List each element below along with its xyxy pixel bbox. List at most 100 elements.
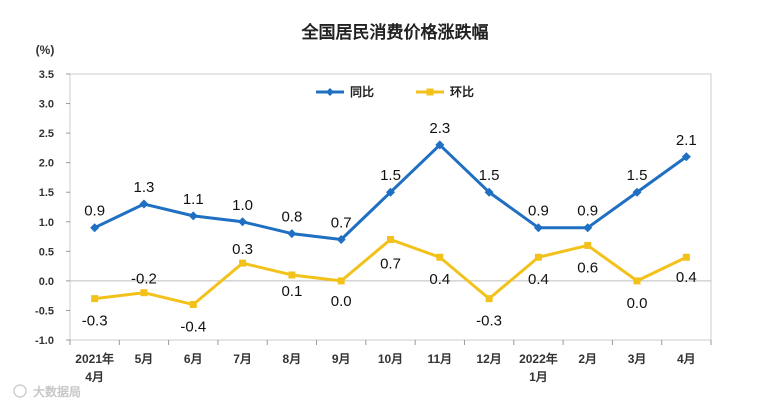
data-label-yoy: 0.9 [577, 203, 598, 220]
y-tick-label: 2.5 [39, 128, 54, 140]
data-point-yoy [681, 152, 691, 162]
data-point-mom [436, 253, 444, 261]
data-point-mom [337, 277, 345, 285]
data-label-mom: 0.0 [627, 295, 648, 312]
data-label-yoy: 2.1 [676, 132, 697, 149]
data-point-yoy [484, 187, 494, 197]
data-label-yoy: 1.5 [479, 167, 500, 184]
data-point-mom [633, 277, 641, 285]
legend-label: 同比 [350, 84, 374, 99]
y-tick-label: 1.0 [39, 217, 54, 229]
x-tick-label-line: 2021年 [75, 351, 114, 366]
data-label-mom: 0.7 [380, 256, 401, 273]
data-point-mom [288, 271, 296, 279]
plot-frame [69, 73, 712, 341]
x-tick-label-line: 5月 [135, 352, 154, 366]
y-tick-label: 1.5 [39, 187, 54, 199]
x-tick-label: 4月 [677, 352, 696, 366]
y-axis-unit: (%) [36, 43, 55, 57]
y-tick-label: -0.5 [35, 305, 54, 317]
data-label-mom: 0.6 [577, 259, 598, 276]
data-point-yoy [287, 229, 297, 239]
chart-title: 全国居民消费价格涨跌幅 [301, 22, 489, 42]
data-label-mom: -0.4 [180, 319, 206, 336]
x-tick-label-line: 6月 [184, 352, 203, 366]
data-point-mom [140, 289, 148, 297]
data-point-yoy [386, 187, 395, 197]
data-label-mom: 0.0 [331, 293, 352, 310]
x-tick-label-line: 4月 [85, 370, 104, 384]
data-label-mom: -0.3 [476, 313, 502, 330]
x-tick-label: 12月 [476, 352, 501, 366]
y-tick-label: 0.0 [39, 276, 54, 288]
data-point-yoy [139, 199, 149, 209]
data-point-yoy [583, 223, 593, 233]
data-label-yoy: 1.0 [232, 197, 253, 214]
data-label-mom: 0.4 [429, 271, 450, 288]
data-point-mom [485, 295, 493, 303]
data-label-yoy: 1.3 [134, 179, 155, 196]
data-label-mom: -0.3 [82, 313, 108, 330]
data-point-yoy [632, 187, 642, 197]
data-label-mom: 0.3 [232, 241, 253, 258]
data-label-yoy: 0.8 [281, 209, 302, 226]
data-label-yoy: 2.3 [429, 120, 450, 137]
y-tick-label: -1.0 [35, 335, 54, 347]
data-point-mom [91, 295, 99, 303]
data-label-mom: 0.1 [281, 283, 302, 300]
x-tick-label-line: 2月 [578, 352, 597, 366]
x-tick-label-line: 10月 [378, 352, 403, 366]
y-axis: -1.0 -0.5 0.0 0.5 1.0 1.5 2.0 2.5 3.0 3.5 [35, 69, 70, 347]
x-tick-label: 9月 [332, 352, 351, 366]
x-tick-label: 5月 [135, 352, 154, 366]
x-axis: 2021年 4月 5月 6月 7月 8月 9月 10月 11月 12月 2022年 1月 2月 3月 4月 [69, 340, 712, 384]
x-tick-label-line: 9月 [332, 352, 351, 366]
x-tick-label-line: 1月 [529, 370, 548, 384]
y-tick-label: 2.0 [39, 158, 54, 170]
data-point-yoy [90, 223, 100, 233]
x-tick-label: 3月 [628, 352, 647, 366]
x-tick-label-line: 3月 [628, 352, 647, 366]
x-tick-label: 2021年 4月 [75, 351, 114, 384]
x-tick-label-line: 2022年 [519, 351, 558, 366]
data-label-mom: 0.4 [676, 269, 697, 286]
data-label-yoy: 1.1 [183, 191, 204, 208]
x-tick-label: 2月 [578, 352, 597, 366]
y-tick-label: 3.0 [39, 99, 54, 111]
data-label-yoy: 1.5 [380, 167, 401, 184]
data-label-mom: 0.4 [528, 271, 549, 288]
x-tick-label: 6月 [184, 352, 203, 366]
watermark-logo-icon [13, 384, 27, 398]
data-label-yoy: 1.5 [627, 167, 648, 184]
data-label-yoy: 0.9 [84, 203, 105, 220]
data-point-mom [239, 259, 247, 267]
legend: 同比 环比 [316, 84, 474, 99]
x-tick-label: 11月 [427, 352, 452, 366]
x-tick-label: 2022年 1月 [519, 351, 558, 384]
watermark: 大数据局 [13, 384, 81, 399]
x-tick-label-line: 8月 [283, 352, 302, 366]
data-point-mom [682, 253, 690, 261]
x-tick-label-line: 4月 [677, 352, 696, 366]
data-point-mom [584, 241, 592, 249]
x-tick-label-line: 12月 [476, 352, 501, 366]
data-point-yoy [336, 235, 346, 245]
data-label-yoy: 0.7 [331, 215, 352, 232]
data-point-yoy [533, 223, 543, 233]
legend-marker-square-icon [426, 88, 434, 96]
data-point-yoy [435, 140, 445, 150]
data-point-mom [189, 301, 197, 309]
watermark-text: 大数据局 [33, 384, 81, 399]
x-tick-label: 10月 [378, 352, 403, 366]
legend-label: 环比 [450, 84, 474, 99]
x-tick-label-line: 7月 [233, 352, 252, 366]
y-tick-label: 0.5 [39, 246, 54, 258]
data-point-mom [387, 236, 394, 244]
x-tick-label: 8月 [283, 352, 302, 366]
y-tick-label: 3.5 [39, 69, 54, 81]
data-point-yoy [238, 217, 248, 227]
legend-marker-diamond-icon [326, 88, 334, 96]
data-point-mom [534, 253, 542, 261]
x-tick-label-line: 11月 [427, 352, 452, 366]
